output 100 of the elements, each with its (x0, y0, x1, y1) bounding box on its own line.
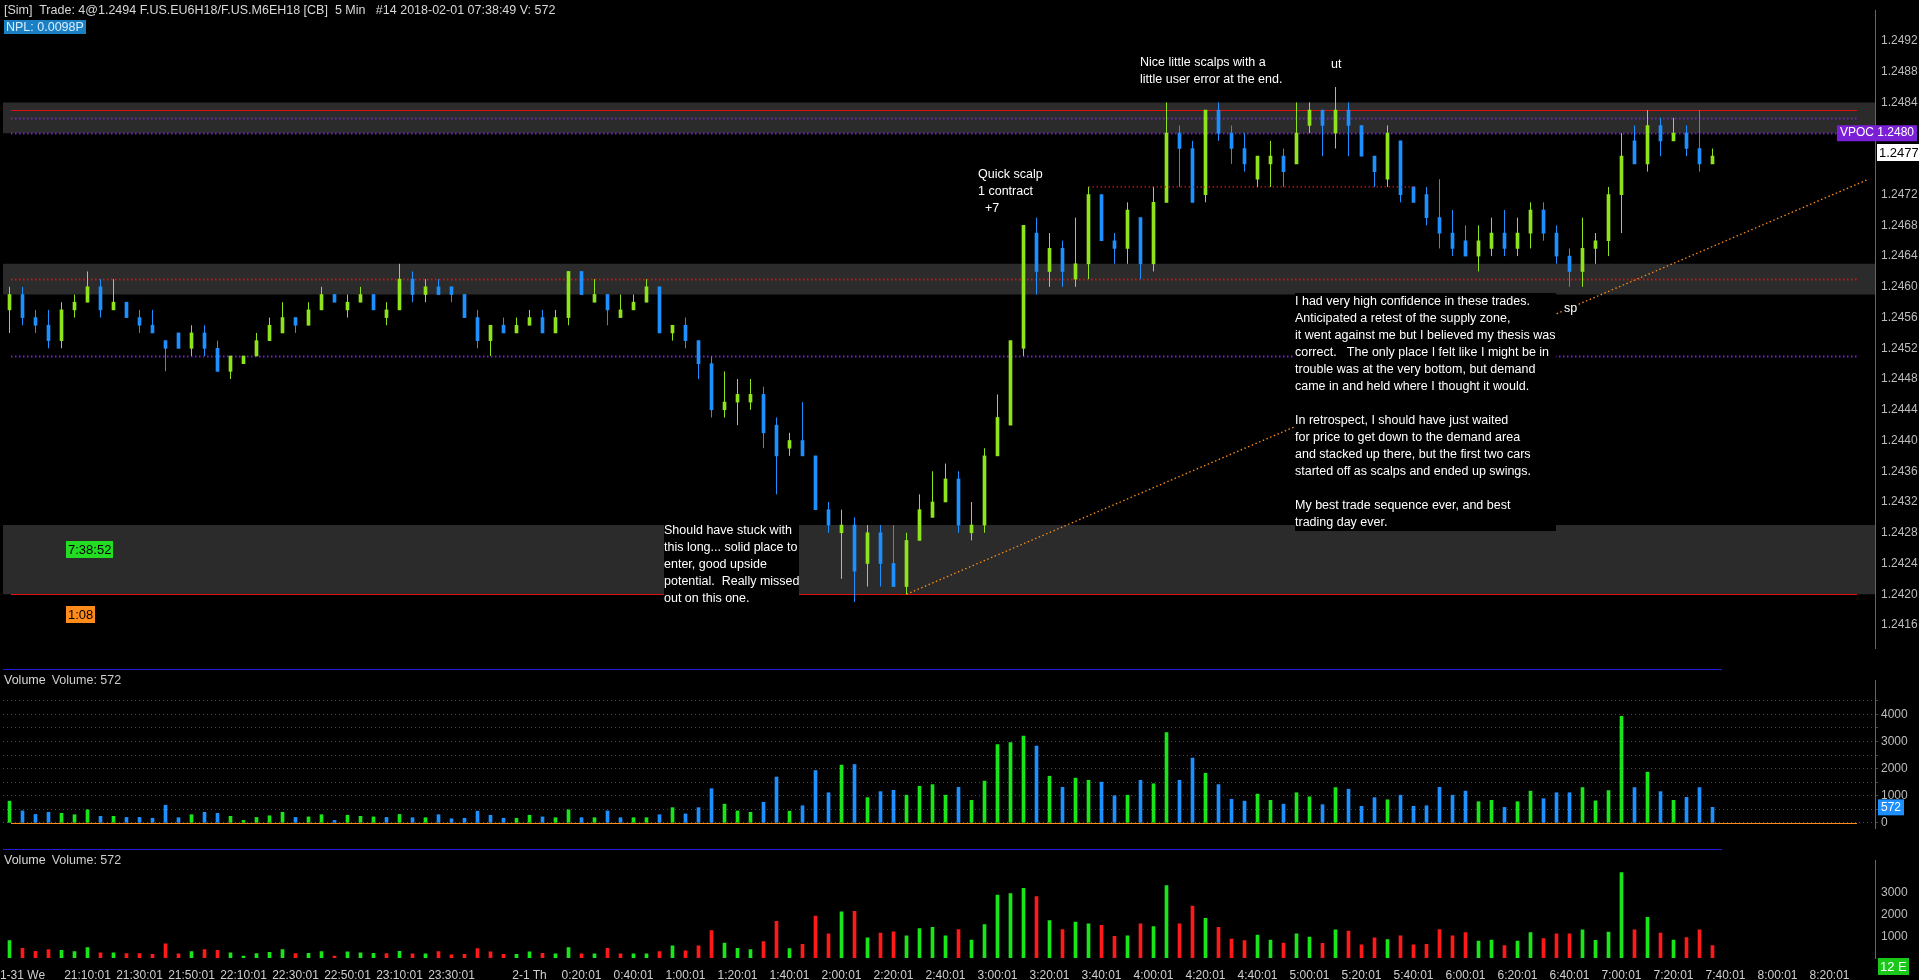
x-tick-label: 6:20:01 (1497, 967, 1538, 980)
bar (618, 817, 623, 823)
bar (410, 817, 415, 823)
chart-title: [Sim] Trade: 4@1.2494 F.US.EU6H18/F.US.M6EH18 [CB] 5 Min #14 2018-02-01 07:38:49 V: 572 (4, 3, 556, 17)
y-tick-label: 1.2456 (1881, 309, 1919, 324)
y-tick-label: 1.2460 (1881, 279, 1919, 294)
y-tick-label: 1.2448 (1881, 371, 1919, 386)
candlestick (371, 294, 376, 311)
x-tick-label: 1:40:01 (769, 967, 810, 980)
chart-subtitle: Volume: 572 (50, 673, 123, 687)
bar (111, 952, 116, 958)
y-tick-label: 3000 (1881, 733, 1909, 748)
candlestick (1008, 340, 1013, 426)
annotation: sp (1564, 300, 1578, 317)
chart-subtitle: Volume: 572 (50, 853, 123, 867)
y-tick-label: 2000 (1881, 760, 1909, 775)
annotation: 7:38:52 (66, 541, 114, 558)
bar (384, 817, 389, 823)
bar (137, 817, 142, 823)
annotation: Nice little scalps with a little user error at the end. (1140, 54, 1283, 88)
annotation: 572 (1881, 799, 1902, 814)
x-tick-label: 22:30:01 (272, 967, 320, 980)
candlestick (657, 286, 662, 334)
y-tick-label: 1.2488 (1881, 63, 1919, 78)
text: NPL: 0.0098P (4, 20, 86, 34)
annotation: Quick scalp 1 contract +7 (978, 166, 1043, 217)
y-tick-label: 1.2484 (1881, 94, 1919, 109)
x-tick-label: 5:00:01 (1289, 967, 1330, 980)
y-tick-label: 4000 (1881, 706, 1909, 721)
x-tick-label: 7:00:01 (1601, 967, 1642, 980)
y-tick-label: 1.2492 (1881, 33, 1919, 48)
y-tick-label: 1.2464 (1881, 248, 1919, 263)
bar (241, 820, 246, 823)
bar (423, 817, 428, 823)
y-tick-label: 1.2432 (1881, 494, 1919, 509)
candlestick (1099, 194, 1104, 242)
x-tick-label: 8:20:01 (1809, 967, 1850, 980)
bar (267, 815, 272, 823)
annotation: 1:08 (66, 606, 96, 623)
x-tick-label: 4:00:01 (1133, 967, 1174, 980)
x-tick-label: 3:40:01 (1081, 967, 1122, 980)
y-tick-label: 1.2424 (1881, 555, 1919, 570)
x-tick-label: 1:20:01 (717, 967, 758, 980)
bar (228, 952, 233, 958)
x-tick-label: 4:40:01 (1237, 967, 1278, 980)
x-tick-label: 1:00:01 (665, 967, 706, 980)
candlestick (176, 332, 181, 349)
candlestick (1411, 186, 1416, 203)
annotation: ut (1331, 56, 1342, 73)
bar (254, 817, 259, 823)
y-tick-label: 1.2468 (1881, 217, 1919, 232)
bar (449, 818, 454, 823)
y-tick-label: 1.2428 (1881, 525, 1919, 540)
x-tick-label: 2:40:01 (925, 967, 966, 980)
x-tick-label: 22:50:01 (324, 967, 372, 980)
y-tick-label: 0 (1881, 815, 1888, 830)
y-tick-label: 1000 (1881, 928, 1909, 943)
bar (579, 817, 584, 823)
x-tick-label: 23:10:01 (376, 967, 424, 980)
bar (98, 952, 103, 958)
bar (124, 817, 129, 823)
text: 1.2477 (1877, 144, 1919, 161)
bar (332, 820, 337, 823)
x-tick-label: 7:40:01 (1705, 967, 1746, 980)
x-tick-label: 6:40:01 (1549, 967, 1590, 980)
x-tick-label: 7:20:01 (1653, 967, 1694, 980)
y-tick-label: 2000 (1881, 906, 1909, 921)
y-tick-label: 1.2416 (1881, 617, 1919, 632)
y-tick-label: 1.2452 (1881, 340, 1919, 355)
x-tick-label: 22:10:01 (220, 967, 268, 980)
x-tick-label: 6:00:01 (1445, 967, 1486, 980)
x-tick-label: 21:50:01 (168, 967, 216, 980)
x-tick-label: 0:20:01 (561, 967, 602, 980)
bar (553, 817, 558, 823)
y-tick-label: 1.2436 (1881, 463, 1919, 478)
x-tick-label: 4:20:01 (1185, 967, 1226, 980)
x-tick-label: 3:20:01 (1029, 967, 1070, 980)
y-tick-label: 1.2472 (1881, 186, 1919, 201)
chart-title: Volume (4, 673, 46, 687)
x-tick-label: 3:00:01 (977, 967, 1018, 980)
x-tick-label: 0:40:01 (613, 967, 654, 980)
bar (436, 814, 441, 823)
annotation: Should have stuck with this long... solid place to enter, good upside potential. Really missed out on this one. (664, 522, 800, 607)
text: 12 E (1878, 958, 1909, 975)
x-tick-label: 5:40:01 (1393, 967, 1434, 980)
ref-line-label: VPOC 1.2480 (1839, 125, 1915, 140)
bar (449, 954, 454, 958)
x-tick-label: 21:10:01 (64, 967, 112, 980)
x-tick-label: 1-31 We (0, 967, 46, 980)
bar (657, 814, 662, 823)
bar (631, 817, 636, 823)
x-tick-label: 23:30:01 (428, 967, 476, 980)
bar (358, 952, 363, 958)
x-tick-label: 2:00:01 (821, 967, 862, 980)
x-tick-label: 8:00:01 (1757, 967, 1798, 980)
bar (592, 817, 597, 823)
y-tick-label: 1.2440 (1881, 432, 1919, 447)
bar (319, 814, 324, 823)
bar (644, 817, 649, 823)
x-tick-label: 21:30:01 (116, 967, 164, 980)
